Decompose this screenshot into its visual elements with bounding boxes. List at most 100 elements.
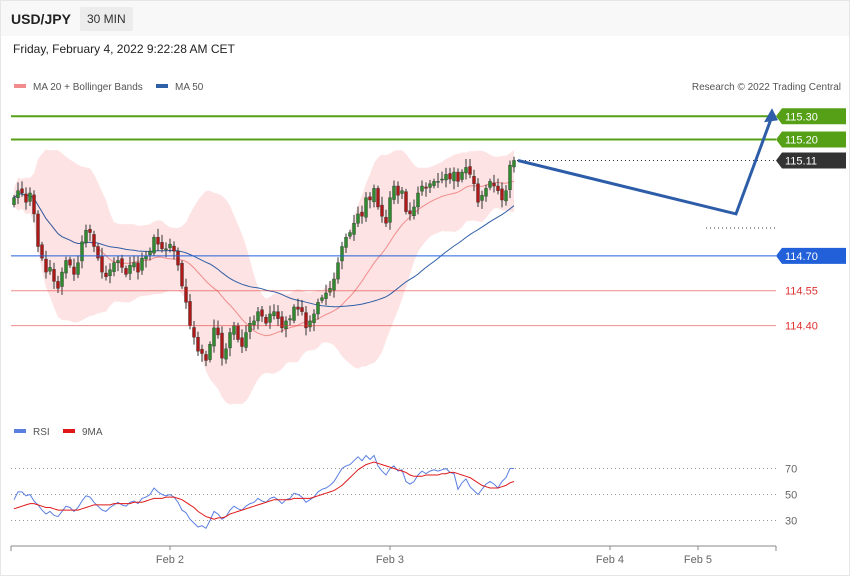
candle-body xyxy=(248,323,252,332)
candle-body xyxy=(72,266,76,275)
x-tick-label: Feb 4 xyxy=(596,554,624,566)
ma50-legend-swatch xyxy=(156,84,168,88)
candle-body xyxy=(12,197,16,205)
candle-body xyxy=(200,349,204,354)
candle-body xyxy=(124,268,128,275)
candle-body xyxy=(16,190,20,198)
candle-body xyxy=(408,210,412,215)
candle-body xyxy=(452,171,456,182)
candle-body xyxy=(364,197,368,218)
candle-body xyxy=(184,286,188,303)
x-axis: Feb 2 Feb 3 Feb 4 Feb 5 xyxy=(10,545,777,566)
candle-body xyxy=(104,272,108,277)
levels-layer: 115.30 115.20 115.11 114.70 114.55 114.40 xyxy=(11,108,846,333)
x-tick-label: Feb 5 xyxy=(684,554,712,566)
candle-body xyxy=(20,188,24,194)
candle-body xyxy=(288,318,292,321)
candle-body xyxy=(64,260,68,274)
candle-body xyxy=(500,188,504,201)
candle-body xyxy=(44,258,48,273)
ma20-legend-swatch xyxy=(14,84,26,88)
candle-body xyxy=(156,237,160,245)
ma50-legend-label: MA 50 xyxy=(175,82,204,93)
candle-body xyxy=(252,320,256,326)
candle-body xyxy=(152,237,156,254)
credit-label: Research © 2022 Trading Central xyxy=(692,82,841,93)
pivot-label: 114.70 xyxy=(785,251,818,263)
candle-body xyxy=(116,260,120,263)
pivot-tag xyxy=(776,247,846,264)
candle-body xyxy=(304,312,308,329)
candle-body xyxy=(56,281,60,289)
scenario-layer xyxy=(517,108,778,229)
candle-body xyxy=(332,278,336,291)
candle-body xyxy=(176,250,180,266)
candle-body xyxy=(92,234,96,247)
rsi-panel: 70 50 30 xyxy=(11,454,797,530)
symbol-label: USD/JPY xyxy=(11,11,71,27)
candle-body xyxy=(456,171,460,182)
candle-body xyxy=(400,190,404,194)
candle-body xyxy=(384,217,388,224)
chart-datetime: Friday, February 4, 2022 9:22:28 AM CET xyxy=(13,42,235,56)
candle-body xyxy=(344,237,348,248)
candle-body xyxy=(168,243,172,249)
candle-body xyxy=(312,313,316,324)
chart-header: USD/JPY 30 MIN xyxy=(1,1,849,36)
candle-body xyxy=(376,188,380,208)
candle-body xyxy=(324,292,328,299)
support-label: 114.40 xyxy=(785,321,818,333)
candle-body xyxy=(80,241,84,262)
candle-body xyxy=(188,301,192,326)
candle-body xyxy=(420,185,424,192)
candle-body xyxy=(108,269,112,277)
ma9-legend-swatch xyxy=(63,429,75,433)
candle-body xyxy=(292,306,296,321)
candle-body xyxy=(232,325,236,335)
candle-body xyxy=(40,244,44,259)
last-price-tag xyxy=(776,152,846,169)
candle-body xyxy=(52,269,56,282)
resistance-tag xyxy=(776,131,846,148)
candle-body xyxy=(436,181,440,183)
candle-body xyxy=(508,164,512,190)
candle-body xyxy=(308,320,312,328)
rsi-ma9-line xyxy=(13,461,515,520)
candle-body xyxy=(208,344,212,360)
candle-body xyxy=(356,213,360,224)
x-tick-label: Feb 2 xyxy=(156,554,184,566)
last-price-label: 115.11 xyxy=(785,155,817,167)
candle-body xyxy=(84,230,88,243)
candle-body xyxy=(284,320,288,330)
candle-body xyxy=(492,183,496,187)
candle-body xyxy=(484,188,488,197)
candle-body xyxy=(416,192,420,208)
candle-body xyxy=(468,166,472,175)
candle-body xyxy=(148,250,152,256)
candle-body xyxy=(32,194,36,215)
candle-body xyxy=(380,204,384,217)
candle-body xyxy=(88,229,92,233)
candle-body xyxy=(276,311,280,319)
candle-body xyxy=(340,246,344,262)
candle-body xyxy=(228,332,232,349)
candle-body xyxy=(112,262,116,272)
support-label: 114.55 xyxy=(785,286,818,298)
candle-body xyxy=(300,307,304,312)
candle-body xyxy=(192,327,196,338)
candle-body xyxy=(236,325,240,340)
rsi-line xyxy=(13,454,514,530)
candle-body xyxy=(464,167,468,174)
candle-body xyxy=(244,332,248,348)
scenario-arrow xyxy=(517,115,774,216)
candle-body xyxy=(272,311,276,317)
rsi-legend: RSI 9MA xyxy=(14,427,103,438)
candle-body xyxy=(388,197,392,223)
candle-body xyxy=(212,327,216,347)
timeframe-button[interactable]: 30 MIN xyxy=(80,7,133,31)
candle-body xyxy=(320,297,324,301)
candle-body xyxy=(280,316,284,329)
candle-body xyxy=(172,245,176,252)
candle-body xyxy=(36,213,40,247)
